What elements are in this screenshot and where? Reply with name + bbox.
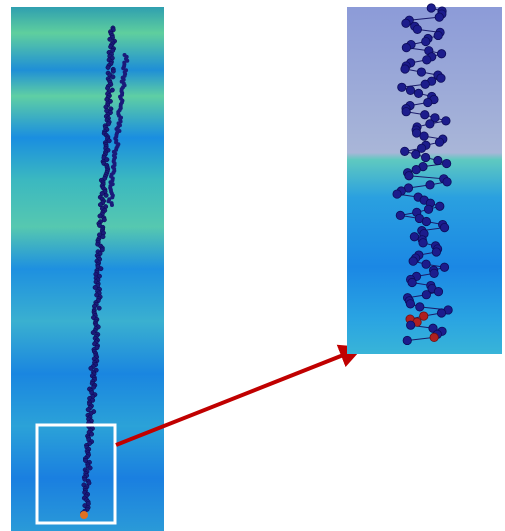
chain-node	[430, 269, 438, 277]
chain-node	[423, 56, 431, 64]
chain-node	[393, 190, 401, 198]
track-point	[88, 466, 92, 470]
chain-node	[412, 165, 420, 173]
chain-node	[406, 300, 414, 308]
chain-node	[432, 248, 440, 256]
track-point	[108, 37, 112, 41]
page: (() => { const NS = 'http://www.w3.org/2…	[0, 0, 505, 531]
chain-node	[434, 156, 442, 164]
chain-node	[408, 278, 416, 286]
track-point	[111, 75, 115, 79]
chain-node	[435, 138, 443, 146]
chain-node	[421, 153, 429, 161]
chain-node	[405, 172, 413, 180]
chain-node	[406, 321, 414, 329]
chain-node	[402, 108, 410, 116]
chain-node	[434, 31, 442, 39]
track-point	[89, 366, 93, 370]
chain-node	[426, 181, 434, 189]
chain-node	[442, 159, 450, 167]
chain-node	[430, 333, 438, 341]
track-point	[97, 306, 101, 310]
chain-node	[437, 309, 445, 317]
chain-node	[422, 260, 430, 268]
chain-node	[416, 303, 424, 311]
track-point	[111, 69, 115, 73]
chain-node	[406, 86, 414, 94]
chain-node	[427, 4, 435, 12]
chain-node	[422, 37, 430, 45]
track-point	[91, 330, 95, 334]
chain-node	[440, 263, 448, 271]
chain-node	[414, 89, 422, 97]
chain-node	[402, 43, 410, 51]
chain-node	[403, 336, 411, 344]
chain-node	[440, 223, 448, 231]
chain-node	[434, 287, 442, 295]
chain-node	[437, 50, 445, 58]
chain-node	[412, 150, 420, 158]
chain-node	[413, 25, 421, 33]
chain-node	[401, 65, 409, 73]
chain-node	[421, 111, 429, 119]
chain-node	[420, 132, 428, 140]
chain-node	[419, 239, 427, 247]
track-point	[99, 266, 103, 270]
track-point	[104, 193, 108, 197]
chain-node	[398, 83, 406, 91]
chain-node	[443, 178, 451, 186]
track-point	[110, 203, 114, 207]
scene	[0, 0, 505, 531]
chain-node	[437, 74, 445, 82]
chain-node	[426, 120, 434, 128]
chain-node	[417, 68, 425, 76]
track-point	[101, 235, 105, 239]
chain-node	[436, 202, 444, 210]
chain-node	[422, 291, 430, 299]
chain-node	[424, 205, 432, 213]
chain-node	[421, 80, 429, 88]
chain-node	[442, 117, 450, 125]
chain-node	[435, 13, 443, 21]
track-end	[80, 511, 88, 519]
track-point	[89, 432, 93, 436]
chain-node	[422, 217, 430, 225]
chain-node	[424, 98, 432, 106]
chain-node	[402, 19, 410, 27]
track-point	[106, 65, 110, 69]
chain-node	[410, 233, 418, 241]
track-point	[86, 408, 90, 412]
chain-node	[400, 147, 408, 155]
chain-node	[420, 312, 428, 320]
chain-node	[409, 257, 417, 265]
chain-node	[396, 211, 404, 219]
